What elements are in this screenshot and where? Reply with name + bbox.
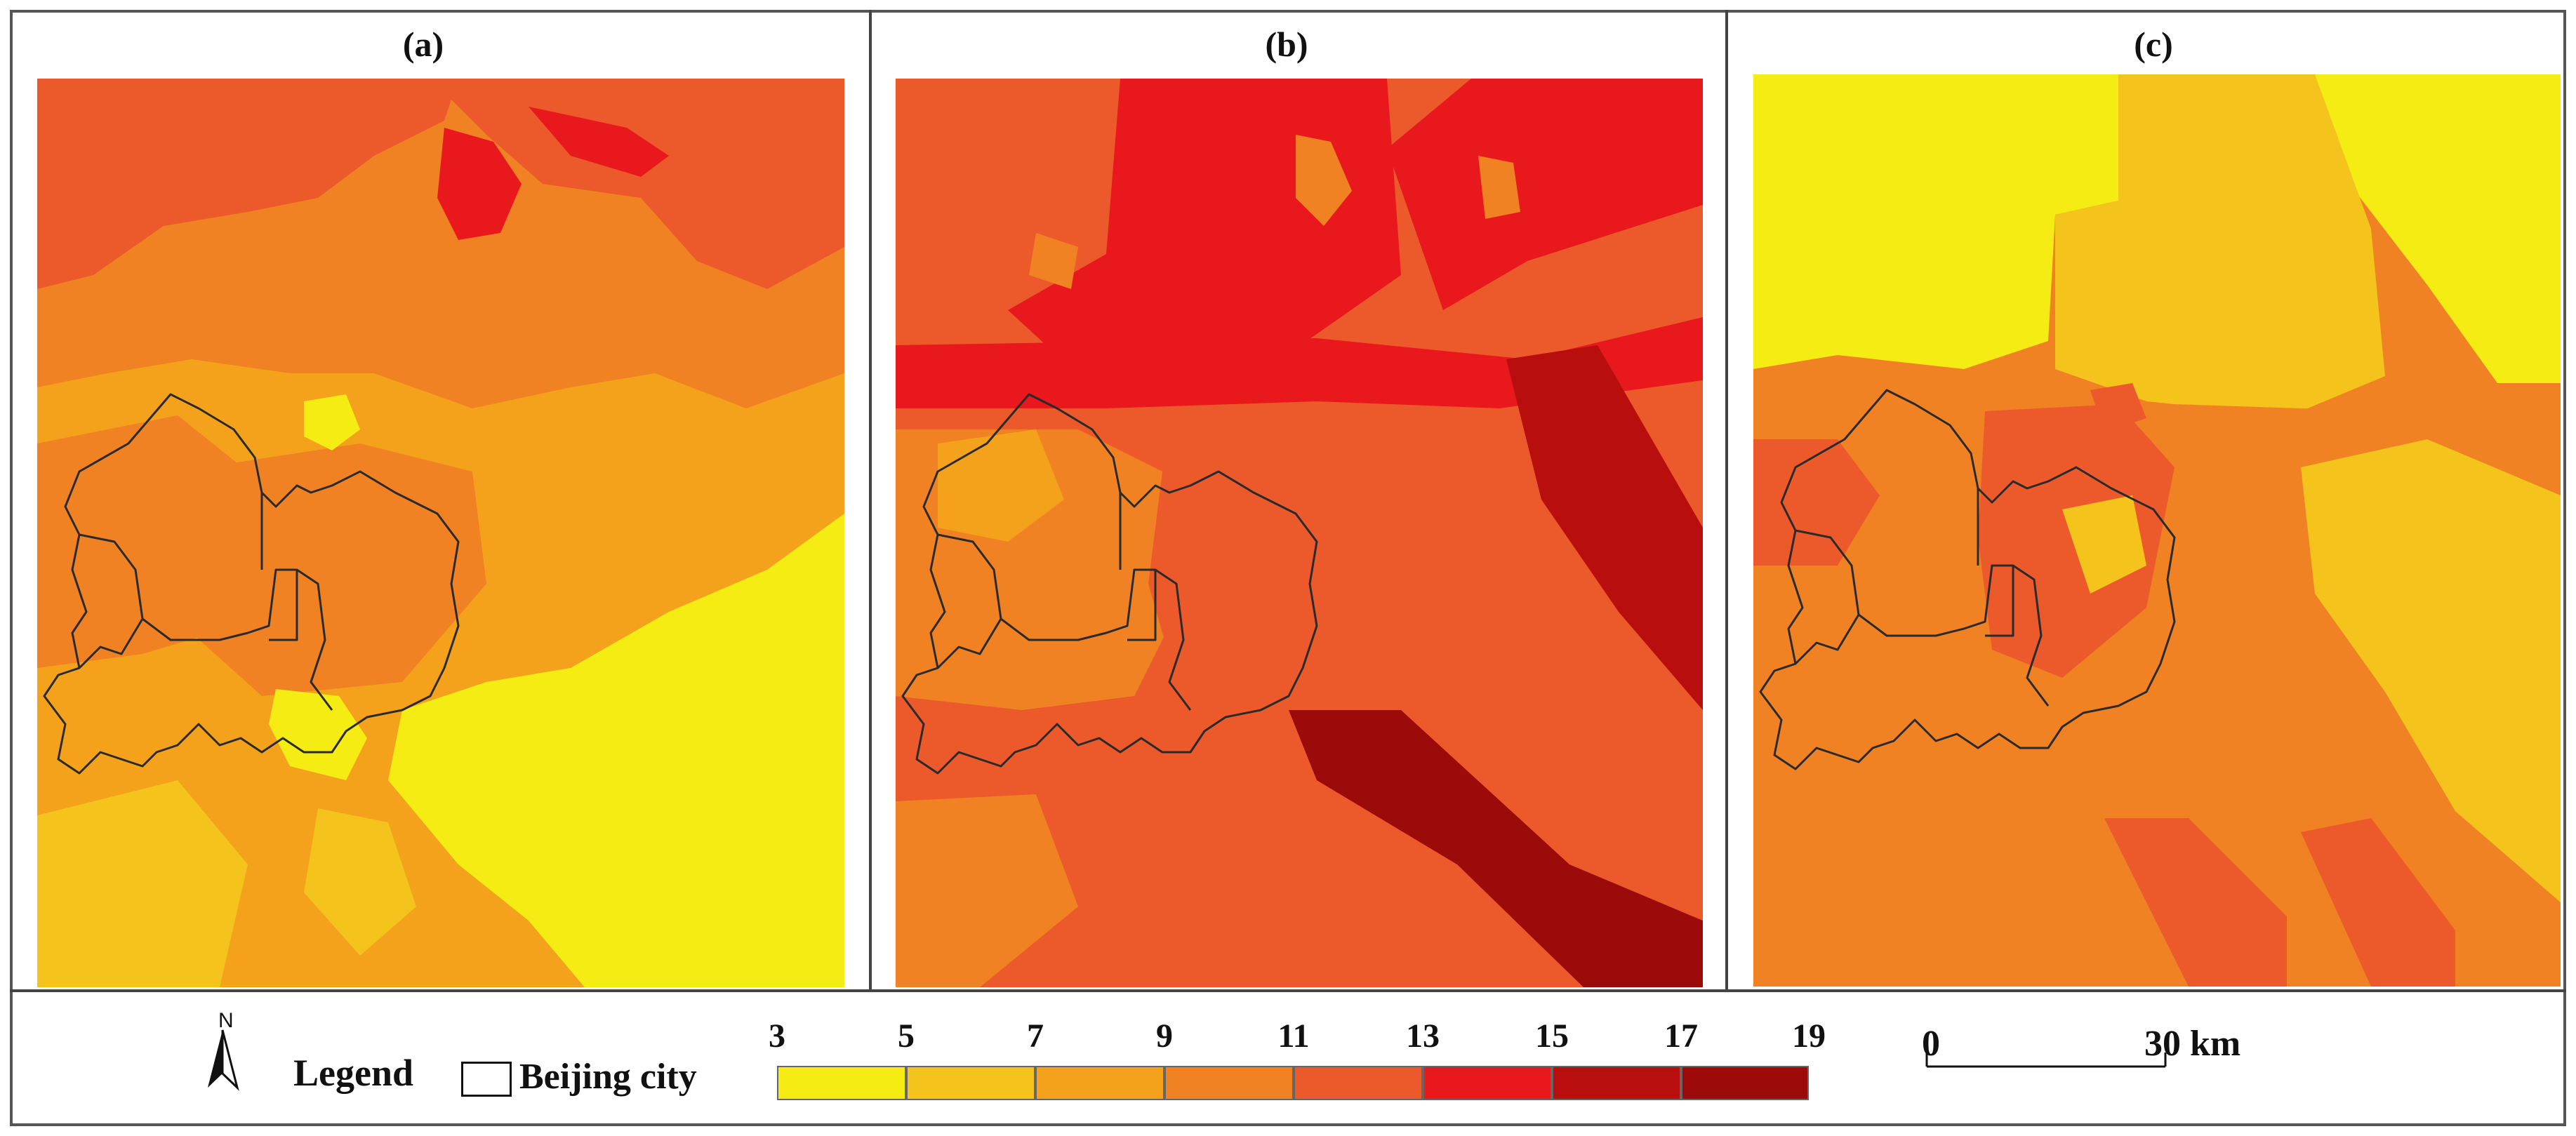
map-c-beijing-boundary (1759, 389, 2176, 770)
map-panel-c (1753, 74, 2561, 987)
panel-divider-2 (1725, 10, 1728, 991)
map-c-district-lines (1794, 488, 2050, 707)
legend-bin-7 (1552, 1066, 1681, 1100)
figure-frame (10, 10, 2566, 1126)
map-c-red-band-south (2104, 818, 2287, 987)
north-label: N (218, 1009, 234, 1032)
map-b-orange-spot-1 (1296, 135, 1352, 226)
map-a-south-light (304, 808, 416, 956)
map-b-district-lines (936, 493, 1192, 711)
legend-break-label: 19 (1792, 1017, 1826, 1055)
scale-bar-end-label: 30 km (2144, 1024, 2241, 1064)
legend-break-label: 13 (1406, 1017, 1440, 1055)
map-c-gold-center (2055, 74, 2385, 411)
legend-bin-8 (1681, 1066, 1809, 1100)
map-a-north-band (37, 79, 458, 289)
panel-label-a: (a) (402, 25, 444, 64)
map-a-southwest-light (37, 780, 248, 987)
beijing-city-label: Beijing city (519, 1057, 697, 1097)
beijing-city-symbol (461, 1062, 512, 1097)
map-c-yellow-northeast (2315, 74, 2561, 383)
panel-label-c: (c) (2134, 25, 2173, 64)
legend-divider (10, 989, 2566, 992)
legend-bin-1 (777, 1066, 906, 1100)
map-c-yellow-northwest (1753, 74, 2118, 369)
map-b-southwest-zone (896, 794, 1078, 987)
legend-bin-3 (1035, 1066, 1164, 1100)
legend-break-label: 7 (1027, 1017, 1044, 1055)
map-b-urban-zone (1148, 472, 1387, 724)
map-a-northeast-zone (430, 79, 844, 289)
map-a-district-lines (78, 493, 333, 711)
panel-label-b: (b) (1265, 25, 1308, 64)
legend-break-label: 3 (769, 1017, 785, 1055)
scale-bar-start-label: 0 (1922, 1024, 1940, 1064)
panel-divider-1 (869, 10, 872, 991)
map-c-gold-east (2301, 439, 2561, 902)
map-a-hotspot-2 (529, 107, 669, 177)
scale-bar (1925, 1053, 2167, 1068)
map-c-gold-urban (2062, 495, 2146, 594)
legend-break-label: 15 (1535, 1017, 1569, 1055)
map-b-orange-spot-3 (1029, 233, 1078, 289)
map-c-red-west (1753, 439, 1880, 566)
legend-break-label: 9 (1156, 1017, 1173, 1055)
map-b-red-wedge-east (1387, 79, 1703, 310)
legend-break-label: 17 (1664, 1017, 1698, 1055)
map-a-yellow-spot (304, 394, 360, 450)
legend-title: Legend (293, 1052, 414, 1094)
map-panel-a (37, 79, 844, 987)
map-a-southeast-yellow (388, 514, 844, 987)
legend-break-label: 11 (1277, 1017, 1310, 1055)
map-b-dark-band-1 (1506, 345, 1703, 710)
map-a-urban-zone (178, 443, 486, 696)
legend-break-label: 5 (898, 1017, 915, 1055)
legend-bin-4 (1164, 1066, 1294, 1100)
legend-bin-6 (1423, 1066, 1552, 1100)
map-c-red-spot (2090, 383, 2146, 432)
map-c-red-band-southeast (2301, 818, 2455, 987)
map-b-red-band (896, 317, 1703, 408)
map-a-beijing-boundary (43, 393, 460, 775)
legend-bin-5 (1294, 1066, 1423, 1100)
map-a-hotspot-1 (437, 128, 522, 240)
map-panel-b (896, 79, 1703, 987)
map-a-center-yellow (269, 689, 367, 780)
legend-bin-2 (906, 1066, 1035, 1100)
map-b-beijing-boundary (901, 393, 1318, 775)
north-arrow-icon (208, 1029, 239, 1091)
map-b-west-lightspot (938, 429, 1064, 542)
map-b-orange-spot-2 (1478, 156, 1520, 219)
map-b-dark-band-2 (1289, 710, 1703, 987)
